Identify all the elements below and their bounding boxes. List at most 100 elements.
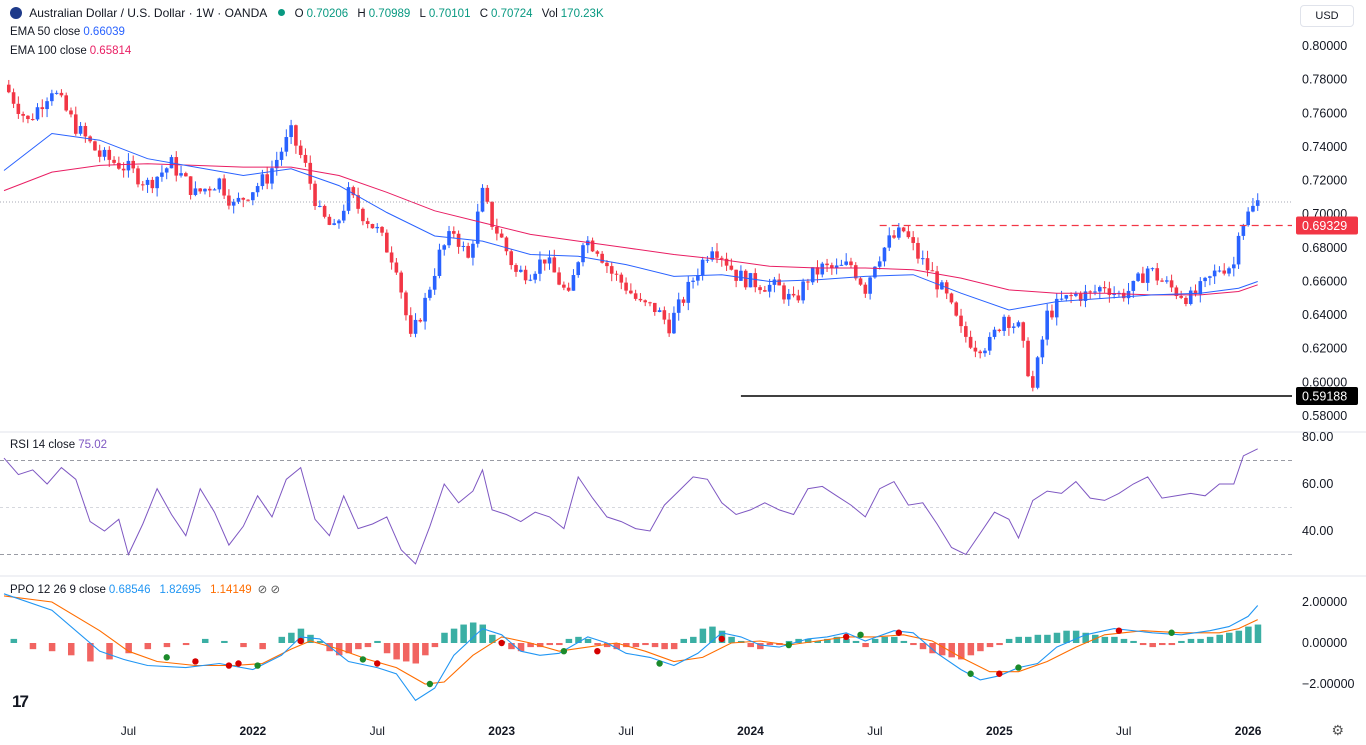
candle-body[interactable] [289,125,293,138]
candle-body[interactable] [284,137,289,152]
candle-body[interactable] [442,245,447,250]
candle-body[interactable] [78,125,83,134]
candle-body[interactable] [1002,316,1006,331]
candle-body[interactable] [265,174,269,184]
candle-body[interactable] [241,197,246,200]
candle-body[interactable] [1031,376,1035,388]
candle-body[interactable] [959,315,963,327]
candle-body[interactable] [50,93,54,102]
candle-body[interactable] [624,282,628,291]
candle-body[interactable] [404,292,408,316]
candle-body[interactable] [930,270,935,272]
candle-body[interactable] [973,347,978,352]
candle-body[interactable] [54,92,59,94]
candle-body[interactable] [983,350,987,354]
candle-body[interactable] [83,125,88,137]
candle-body[interactable] [1021,322,1026,341]
candle-body[interactable] [327,216,332,225]
candle-body[interactable] [581,245,585,263]
candle-body[interactable] [863,284,868,294]
candle-body[interactable] [629,290,633,294]
hidden-icons[interactable]: ⊘ ⊘ [257,584,281,596]
ema100-legend[interactable]: EMA 100 close 0.65814 [10,45,137,57]
candle-body[interactable] [648,302,652,304]
candle-body[interactable] [1011,326,1016,328]
candle-body[interactable] [920,258,925,260]
candle-body[interactable] [1107,288,1112,295]
ppo-legend[interactable]: PPO 12 26 9 close 0.68546 1.82695 1.14149 ⊘ … [10,582,280,596]
candle-body[interactable] [514,265,518,272]
candle-body[interactable] [1212,270,1217,277]
candle-body[interactable] [1131,280,1136,291]
candle-body[interactable] [1188,290,1193,304]
candle-body[interactable] [212,189,217,191]
candle-body[interactable] [796,295,801,301]
candle-body[interactable] [322,205,327,217]
candle-body[interactable] [509,251,514,266]
candle-body[interactable] [595,251,600,254]
candle-body[interactable] [533,273,537,280]
candle-body[interactable] [600,253,604,263]
candle-body[interactable] [1236,235,1241,265]
candle-body[interactable] [227,195,231,206]
candle-body[interactable] [107,149,112,160]
candle-body[interactable] [853,265,858,279]
candle-body[interactable] [408,315,413,334]
candle-body[interactable] [1174,287,1179,297]
candle-body[interactable] [820,263,825,275]
candle-body[interactable] [1069,295,1073,297]
candle-body[interactable] [351,187,356,196]
candle-body[interactable] [724,258,729,266]
candle-body[interactable] [562,284,566,288]
candle-body[interactable] [97,150,102,157]
candle-body[interactable] [992,329,997,337]
candle-body[interactable] [140,184,145,186]
candle-body[interactable] [40,107,45,110]
candle-body[interactable] [791,293,796,296]
candle-body[interactable] [643,300,648,303]
candle-body[interactable] [318,205,322,207]
candle-body[interactable] [1203,277,1207,282]
candle-body[interactable] [605,262,609,267]
candle-body[interactable] [389,252,394,263]
candle-body[interactable] [1255,200,1260,206]
candle-body[interactable] [1193,290,1198,295]
candle-body[interactable] [432,275,437,290]
candle-body[interactable] [418,319,423,322]
candle-body[interactable] [452,231,456,234]
candle-body[interactable] [1160,280,1164,282]
candle-body[interactable] [753,273,758,288]
candle-body[interactable] [662,310,667,320]
candle-body[interactable] [834,265,839,269]
candle-body[interactable] [1217,270,1222,272]
candle-body[interactable] [203,188,207,192]
candle-body[interactable] [686,281,691,303]
candle-body[interactable] [609,266,614,274]
candle-body[interactable] [887,235,892,248]
candle-body[interactable] [897,227,901,238]
candle-body[interactable] [729,265,734,270]
symbol-title[interactable]: Australian Dollar / U.S. Dollar · 1W · O… [29,6,268,20]
candle-body[interactable] [672,312,676,334]
candle-body[interactable] [1026,340,1030,377]
candle-body[interactable] [858,278,863,285]
candle-body[interactable] [332,223,336,225]
candle-body[interactable] [1088,291,1093,293]
candle-body[interactable] [705,259,710,261]
candle-body[interactable] [1179,296,1183,298]
candle-body[interactable] [375,226,380,229]
candle-body[interactable] [188,176,193,195]
candle-body[interactable] [260,174,265,187]
candle-body[interactable] [696,275,700,281]
candle-body[interactable] [222,178,226,196]
candle-body[interactable] [849,261,853,266]
candle-body[interactable] [839,264,844,266]
candle-body[interactable] [906,231,911,238]
candle-body[interactable] [1078,293,1083,301]
candle-body[interactable] [437,249,442,276]
candle-body[interactable] [117,162,121,169]
candle-body[interactable] [150,179,155,189]
candle-body[interactable] [1121,292,1126,299]
candle-body[interactable] [652,302,657,312]
candle-body[interactable] [743,270,748,288]
